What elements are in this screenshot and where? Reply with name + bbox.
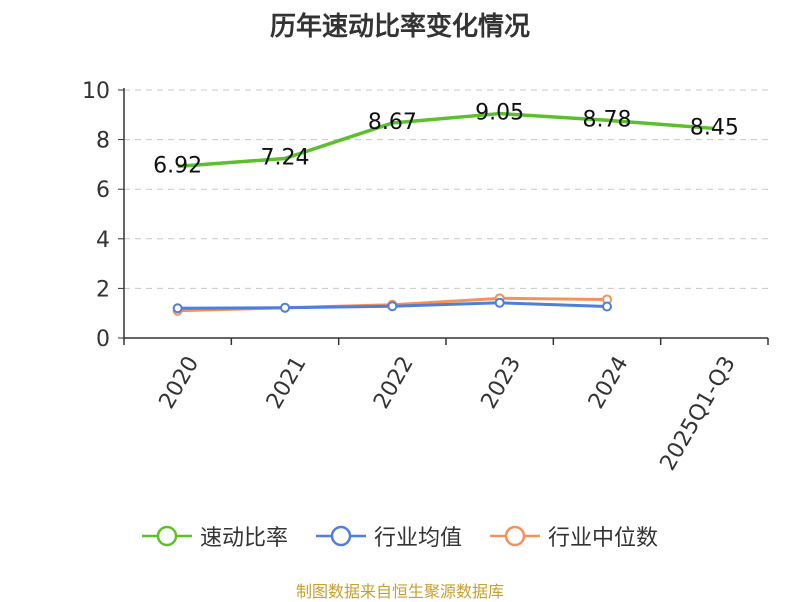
data-label: 8.67 xyxy=(368,110,417,135)
chart-title: 历年速动比率变化情况 xyxy=(269,12,530,42)
data-point xyxy=(172,303,183,314)
series-lines xyxy=(172,111,715,316)
legend-item[interactable]: 行业均值 xyxy=(315,520,462,552)
legend-label: 行业均值 xyxy=(373,526,462,551)
y-tick-label: 0 xyxy=(96,327,110,352)
x-tick-label: 2021 xyxy=(262,352,312,413)
legend-swatch xyxy=(315,525,366,547)
legend-swatch xyxy=(490,525,540,547)
y-tick-label: 10 xyxy=(82,79,110,104)
data-label: 8.45 xyxy=(690,115,739,140)
source-note: 制图数据来自恒生聚源数据库 xyxy=(295,582,504,601)
y-tick-label: 8 xyxy=(96,129,110,154)
data-label: 8.78 xyxy=(583,107,632,132)
y-tick-label: 4 xyxy=(96,228,110,253)
x-tick-label: 2023 xyxy=(477,352,527,413)
x-tick-label: 2020 xyxy=(155,352,205,413)
data-point xyxy=(602,301,612,312)
series-line xyxy=(177,111,715,169)
grid-lines xyxy=(124,89,768,289)
legend-label: 速动比率 xyxy=(199,526,288,551)
data-label: 6.92 xyxy=(153,153,202,178)
legend-label: 行业中位数 xyxy=(548,526,659,551)
data-label: 9.05 xyxy=(475,101,524,126)
data-point xyxy=(387,301,398,312)
data-point xyxy=(280,302,290,313)
axes: 0 2 4 6 8 10 2020 2021 2022 2023 2024 2025Q1-Q3 xyxy=(82,79,769,475)
legend-swatch xyxy=(141,525,192,547)
legend-item[interactable]: 速动比率 xyxy=(141,520,288,552)
legend-item[interactable]: 行业中位数 xyxy=(490,520,658,552)
y-tick-label: 6 xyxy=(96,178,110,203)
x-tick-label: 2024 xyxy=(584,352,634,413)
legend: 速动比率 行业均值 行业中位数 xyxy=(0,520,800,552)
data-labels: 6.92 7.24 8.67 9.05 8.78 8.45 xyxy=(153,101,739,179)
y-tick-label: 2 xyxy=(96,277,110,302)
x-tick-label: 2022 xyxy=(369,352,419,413)
data-label: 7.24 xyxy=(261,145,310,170)
data-point xyxy=(494,297,505,308)
x-tick-label: 2025Q1-Q3 xyxy=(656,352,741,475)
